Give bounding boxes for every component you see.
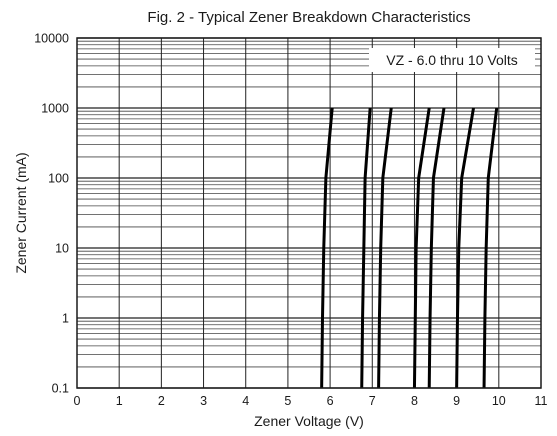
x-tick-label: 1: [116, 394, 123, 408]
zener-curve: [455, 107, 475, 389]
x-tick-label: 4: [242, 394, 249, 408]
x-tick-label: 6: [327, 394, 334, 408]
y-axis-label: Zener Current (mA): [13, 152, 29, 273]
x-tick-label: 0: [74, 394, 81, 408]
x-tick-label: 2: [158, 394, 165, 408]
x-tick-label: 9: [453, 394, 460, 408]
y-tick-label: 0.1: [52, 382, 69, 396]
x-tick-label: 7: [369, 394, 376, 408]
annotation-box: [369, 48, 535, 72]
x-tick-label: 10: [492, 394, 506, 408]
chart-title: Fig. 2 - Typical Zener Breakdown Charact…: [147, 9, 470, 26]
zener-curve: [427, 107, 446, 389]
zener-curve: [377, 107, 393, 389]
grid-major: [76, 37, 542, 389]
y-tick-label: 100: [48, 172, 69, 186]
x-tick-labels: 0 1 2 3 4 5 6 7 8 9 10 11: [74, 394, 548, 408]
plot-frame: [76, 37, 542, 389]
x-axis-label: Zener Voltage (V): [254, 413, 364, 429]
y-tick-labels: 0.1 1 10 100 1000 10000: [34, 32, 69, 396]
x-tick-label: 5: [284, 394, 291, 408]
x-tick-label: 3: [200, 394, 207, 408]
y-tick-label: 1: [62, 312, 69, 326]
x-tick-label: 11: [535, 394, 548, 408]
y-tick-label: 10000: [34, 32, 69, 46]
zener-curve: [360, 107, 372, 389]
annotation-text: VZ - 6.0 thru 10 Volts: [386, 52, 518, 68]
y-tick-label: 10: [55, 242, 69, 256]
zener-curve: [412, 107, 431, 389]
x-tick-label: 8: [411, 394, 418, 408]
zener-curve: [320, 107, 334, 389]
zener-curve: [482, 107, 499, 389]
curves: [320, 107, 499, 389]
y-tick-label: 1000: [41, 102, 69, 116]
